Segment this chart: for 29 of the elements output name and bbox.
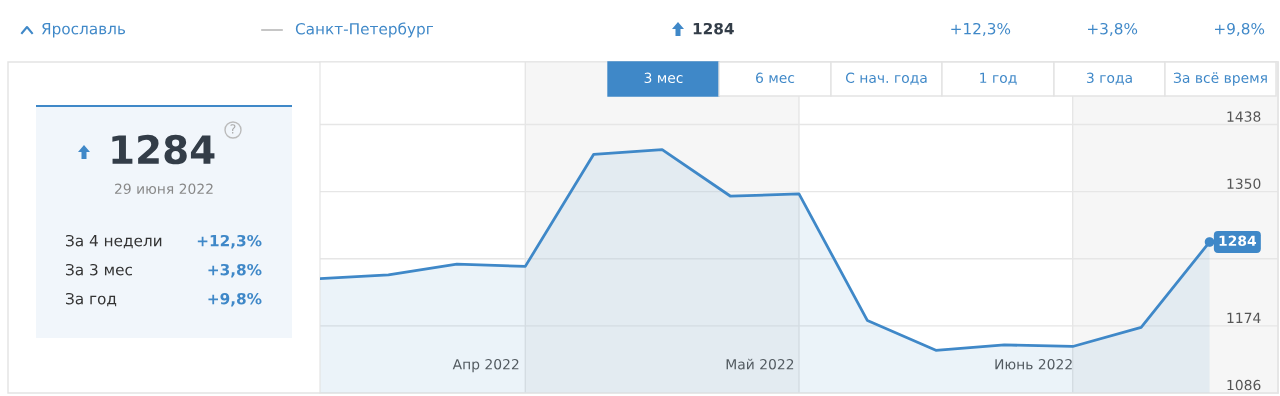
text: Ярославль [42, 23, 126, 38]
text: +3,8% [1088, 22, 1138, 36]
text: За 4 недели [66, 234, 162, 249]
text: За год [66, 292, 117, 307]
text: +9,8% [1215, 22, 1265, 36]
y-tick-label: 1174 [1227, 312, 1261, 323]
y-tick-label: 1350 [1227, 178, 1261, 189]
x-tick-label: Май 2022 [726, 358, 794, 370]
annotation: 1 год [980, 72, 1017, 85]
text: ? [230, 124, 236, 134]
annotation: 3 мес [644, 72, 683, 84]
annotation: За всё время [1173, 72, 1267, 86]
x-tick-label: Июнь 2022 [995, 358, 1072, 370]
y-tick-label: 1086 [1227, 379, 1261, 391]
text: 29 июня 2022 [115, 183, 213, 195]
text: +3,8% [208, 263, 262, 278]
text: +12,3% [197, 234, 262, 249]
annotation: 6 мес [756, 72, 795, 84]
text: 1284 [112, 134, 215, 165]
text: Санкт-Петербург [295, 22, 433, 38]
text: +12,3% [951, 22, 1011, 36]
annotation: 3 года [1086, 72, 1132, 85]
x-tick-label: Апр 2022 [452, 358, 519, 373]
y-tick-label: 1438 [1227, 111, 1261, 122]
annotation: 1284 [1219, 235, 1257, 247]
text: За 3 мес [66, 263, 132, 276]
text: 1284 [693, 22, 734, 35]
text: +9,8% [208, 292, 262, 307]
annotation: С нач. года [845, 72, 927, 85]
